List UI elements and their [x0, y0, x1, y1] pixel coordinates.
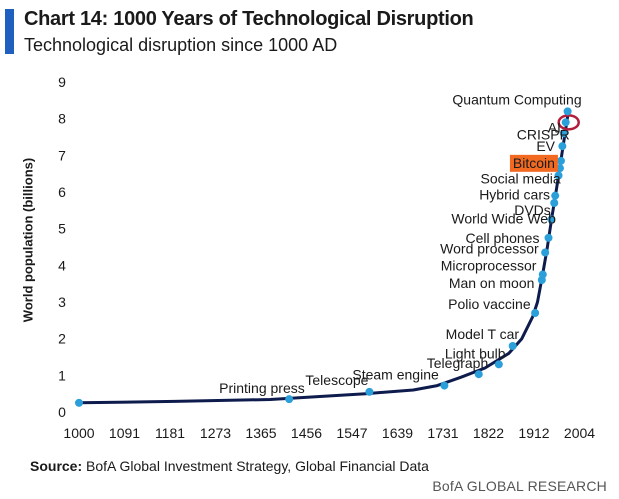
event-label: Printing press [219, 380, 305, 396]
event-marker [559, 129, 568, 138]
y-tick-label: 3 [58, 294, 66, 310]
source-note: Source: BofA Global Investment Strategy,… [30, 458, 429, 474]
event-label: Steam engine [352, 367, 439, 383]
highlight-ring [557, 114, 580, 131]
event-marker [554, 171, 563, 180]
x-tick-label: 1822 [473, 425, 504, 441]
y-tick-label: 5 [58, 221, 66, 237]
event-marker [365, 387, 374, 396]
event-marker [556, 156, 565, 165]
y-tick-label: 9 [58, 74, 66, 90]
event-label: Model T car [446, 326, 520, 342]
x-tick-label: 1547 [336, 425, 367, 441]
event-marker [75, 398, 83, 407]
axis-ticks: 0 1 2 3 4 5 6 7 8 9 1000 1091 1181 1273 1365 1456 1547 16… [58, 74, 595, 441]
event-marker [440, 381, 449, 390]
event-label: Word processor [440, 241, 539, 257]
x-tick-label: 1731 [427, 425, 458, 441]
event-label: Hybrid cars [479, 187, 550, 203]
x-tick-label: 1000 [63, 425, 94, 441]
event-marker [474, 370, 483, 379]
event-marker [531, 309, 540, 317]
y-tick-label: 8 [58, 111, 66, 127]
chart-title: Chart 14: 1000 Years of Technological Di… [24, 8, 474, 30]
event-label: EV [536, 138, 555, 154]
brand-footer: BofA GLOBAL RESEARCH [432, 478, 607, 494]
event-label: DVDs [514, 202, 551, 218]
event-marker [555, 164, 564, 173]
event-label: Telescope [305, 372, 368, 388]
highlight-box [509, 154, 558, 172]
y-tick-label: 4 [58, 257, 66, 273]
event-marker [551, 191, 560, 200]
event-label: Cell phones [466, 230, 540, 246]
event-label: AI [548, 119, 561, 135]
event-label: Microprocessor [441, 258, 537, 274]
y-tick-label: 6 [58, 184, 66, 200]
event-label: World Wide Web [451, 211, 556, 227]
x-tick-label: 2004 [564, 425, 595, 441]
event-label: Telegraph [427, 355, 489, 371]
event-marker [508, 342, 517, 350]
event-marker [544, 233, 553, 242]
y-tick-label: 1 [58, 367, 66, 383]
event-label: CRISPR [517, 126, 570, 142]
event-marker [541, 248, 550, 257]
x-tick-label: 1639 [382, 425, 413, 441]
event-label: Quantum Computing [452, 91, 581, 107]
title-accent-bar [5, 9, 14, 54]
x-tick-label: 1091 [109, 425, 140, 441]
event-marker [494, 360, 503, 369]
event-marker [558, 142, 567, 151]
source-text: BofA Global Investment Strategy, Global … [86, 458, 429, 474]
y-tick-label: 0 [58, 404, 66, 420]
x-tick-label: 1181 [155, 425, 185, 441]
event-label: Bitcoin [513, 155, 555, 171]
event-marker [561, 118, 570, 127]
event-marker [547, 215, 556, 224]
event-marker [285, 395, 294, 404]
source-label: Source: [30, 458, 83, 474]
event-label: Polio vaccine [448, 296, 531, 312]
event-marker [538, 270, 547, 279]
event-label: Light bulb [445, 345, 506, 361]
event-marker [563, 107, 572, 116]
event-label: Social media [481, 171, 561, 187]
y-tick-label: 2 [58, 331, 66, 347]
event-marker [550, 199, 559, 207]
x-tick-label: 1365 [245, 425, 276, 441]
event-label: Man on moon [449, 275, 535, 291]
y-tick-label: 7 [58, 147, 66, 163]
x-tick-label: 1273 [200, 425, 231, 441]
x-tick-label: 1912 [518, 425, 549, 441]
x-tick-label: 1456 [291, 425, 322, 441]
chart-subtitle: Technological disruption since 1000 AD [24, 35, 338, 55]
